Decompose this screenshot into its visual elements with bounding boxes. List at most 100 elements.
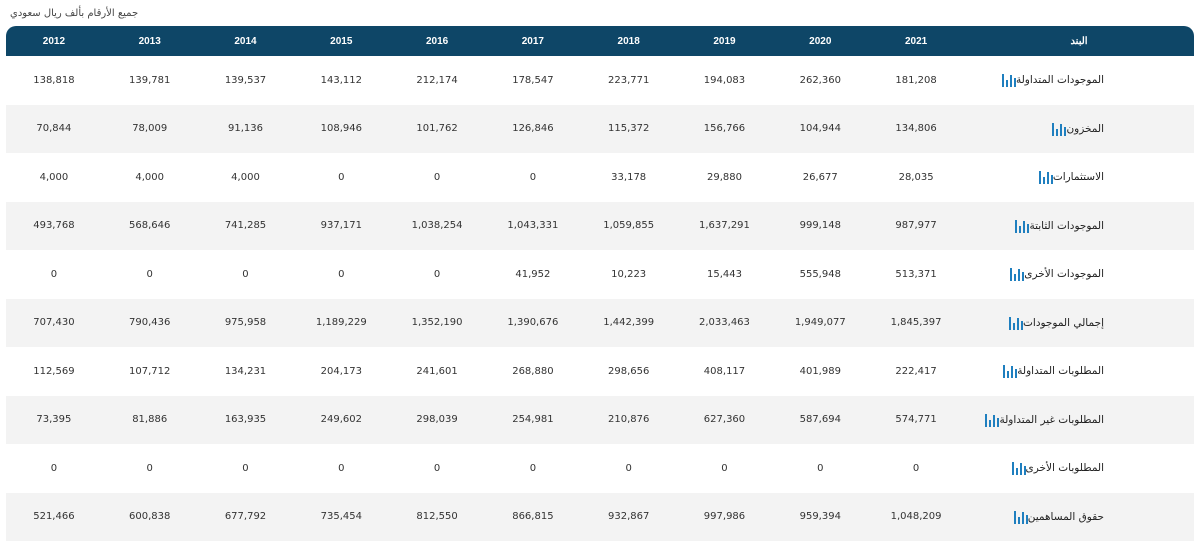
table-cell-value: 156,766: [677, 105, 773, 154]
table-cell-value: 33,178: [581, 153, 677, 202]
table-cell-value: 0: [102, 250, 198, 299]
table-cell-value: 143,112: [293, 56, 389, 105]
table-cell-value: 104,944: [772, 105, 868, 154]
row-label: الموجودات الأخرى: [1024, 268, 1104, 280]
table-cell-value: 555,948: [772, 250, 868, 299]
row-label: الموجودات الثابتة: [1029, 220, 1104, 232]
table-cell-value: 1,637,291: [677, 202, 773, 251]
table-cell-value: 28,035: [868, 153, 964, 202]
table-cell-value: 401,989: [772, 347, 868, 396]
table-cell-value: 0: [293, 250, 389, 299]
header-year-2012: 2012: [6, 26, 102, 56]
table-cell-value: 1,048,209: [868, 493, 964, 541]
table-header-row: 2012 2013 2014 2015 2016 2017 2018 2019 …: [6, 26, 1194, 56]
table-cell-item: المطلوبات غير المتداولة: [964, 396, 1194, 445]
table-cell-value: 677,792: [198, 493, 294, 541]
table-cell-value: 29,880: [677, 153, 773, 202]
table-cell-value: 4,000: [102, 153, 198, 202]
row-label: حقوق المساهمين: [1028, 511, 1104, 523]
bar-chart-icon[interactable]: [1052, 122, 1066, 136]
table-cell-value: 707,430: [6, 299, 102, 348]
row-label: المطلوبات الأخرى: [1026, 462, 1104, 474]
table-cell-item: المطلوبات الأخرى: [964, 444, 1194, 493]
bar-chart-icon[interactable]: [1039, 170, 1053, 184]
table-cell-value: 408,117: [677, 347, 773, 396]
table-cell-value: 212,174: [389, 56, 485, 105]
table-cell-value: 975,958: [198, 299, 294, 348]
row-label: المخزون: [1066, 123, 1104, 135]
table-cell-value: 0: [772, 444, 868, 493]
financial-table-container: 2012 2013 2014 2015 2016 2017 2018 2019 …: [6, 26, 1194, 541]
table-cell-value: 108,946: [293, 105, 389, 154]
header-year-2013: 2013: [102, 26, 198, 56]
table-cell-value: 78,009: [102, 105, 198, 154]
table-cell-value: 521,466: [6, 493, 102, 541]
table-cell-value: 178,547: [485, 56, 581, 105]
table-cell-value: 73,395: [6, 396, 102, 445]
row-label: المطلوبات غير المتداولة: [999, 414, 1104, 426]
table-cell-value: 1,043,331: [485, 202, 581, 251]
table-cell-value: 204,173: [293, 347, 389, 396]
table-cell-value: 91,136: [198, 105, 294, 154]
table-cell-value: 0: [293, 153, 389, 202]
table-cell-value: 138,818: [6, 56, 102, 105]
table-cell-value: 181,208: [868, 56, 964, 105]
bar-chart-icon[interactable]: [1002, 73, 1016, 87]
table-cell-value: 741,285: [198, 202, 294, 251]
table-cell-item: الموجودات الثابتة: [964, 202, 1194, 251]
table-cell-value: 134,806: [868, 105, 964, 154]
table-cell-value: 126,846: [485, 105, 581, 154]
financial-table: 2012 2013 2014 2015 2016 2017 2018 2019 …: [6, 26, 1194, 541]
table-cell-value: 254,981: [485, 396, 581, 445]
bar-chart-icon[interactable]: [1009, 316, 1023, 330]
table-cell-value: 223,771: [581, 56, 677, 105]
table-cell-value: 0: [293, 444, 389, 493]
table-cell-value: 1,390,676: [485, 299, 581, 348]
table-cell-item: الموجودات المتداولة: [964, 56, 1194, 105]
table-cell-item: إجمالي الموجودات: [964, 299, 1194, 348]
table-cell-value: 937,171: [293, 202, 389, 251]
header-year-2015: 2015: [293, 26, 389, 56]
table-cell-value: 600,838: [102, 493, 198, 541]
table-cell-value: 568,646: [102, 202, 198, 251]
table-cell-value: 4,000: [198, 153, 294, 202]
table-cell-value: 866,815: [485, 493, 581, 541]
header-year-2018: 2018: [581, 26, 677, 56]
table-cell-value: 4,000: [6, 153, 102, 202]
header-item: البند: [964, 26, 1194, 56]
table-cell-value: 812,550: [389, 493, 485, 541]
bar-chart-icon[interactable]: [1014, 510, 1028, 524]
table-cell-value: 1,038,254: [389, 202, 485, 251]
table-cell-value: 1,189,229: [293, 299, 389, 348]
table-cell-value: 997,986: [677, 493, 773, 541]
table-cell-value: 2,033,463: [677, 299, 773, 348]
bar-chart-icon[interactable]: [1010, 267, 1024, 281]
table-cell-value: 298,039: [389, 396, 485, 445]
row-label: إجمالي الموجودات: [1023, 317, 1104, 329]
units-note: جميع الأرقام بألف ريال سعودي: [10, 8, 138, 19]
bar-chart-icon[interactable]: [985, 413, 999, 427]
table-cell-value: 1,949,077: [772, 299, 868, 348]
table-cell-value: 210,876: [581, 396, 677, 445]
table-cell-value: 134,231: [198, 347, 294, 396]
table-cell-value: 249,602: [293, 396, 389, 445]
table-cell-value: 70,844: [6, 105, 102, 154]
bar-chart-icon[interactable]: [1015, 219, 1029, 233]
table-cell-value: 0: [389, 250, 485, 299]
table-cell-value: 298,656: [581, 347, 677, 396]
header-year-2020: 2020: [772, 26, 868, 56]
table-cell-item: الموجودات الأخرى: [964, 250, 1194, 299]
table-cell-item: الاستثمارات: [964, 153, 1194, 202]
table-cell-value: 107,712: [102, 347, 198, 396]
table-cell-value: 932,867: [581, 493, 677, 541]
header-year-2021: 2021: [868, 26, 964, 56]
bar-chart-icon[interactable]: [1003, 364, 1017, 378]
table-cell-value: 0: [677, 444, 773, 493]
bar-chart-icon[interactable]: [1012, 461, 1026, 475]
table-cell-value: 1,059,855: [581, 202, 677, 251]
